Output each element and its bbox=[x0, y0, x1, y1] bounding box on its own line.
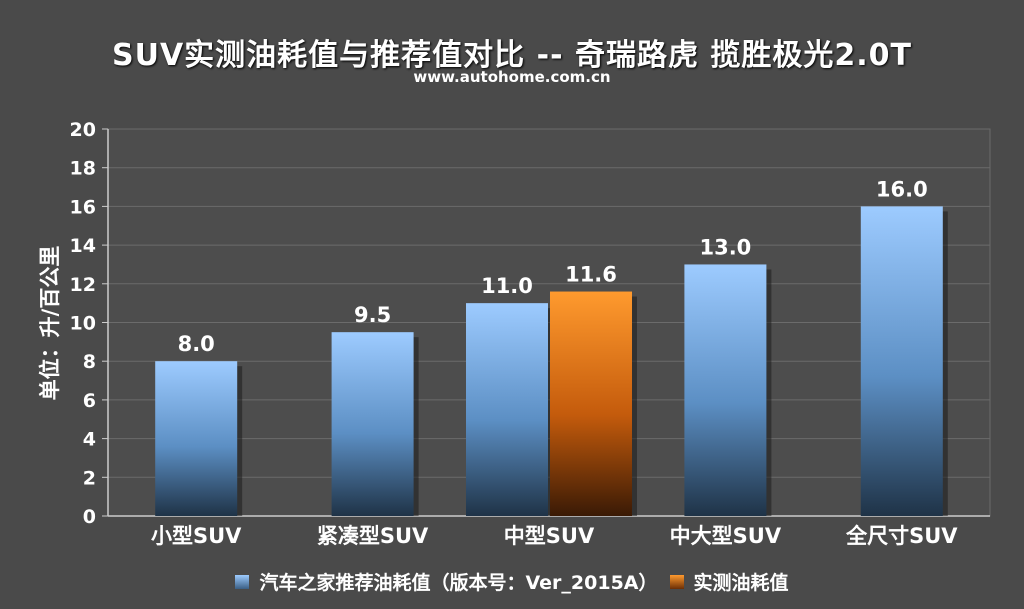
x-tick-label: 小型SUV bbox=[151, 524, 242, 548]
y-tick-label: 10 bbox=[70, 313, 96, 335]
y-tick-label: 14 bbox=[70, 235, 96, 257]
x-tick-label: 中大型SUV bbox=[670, 524, 782, 548]
chart-subtitle: www.autohome.com.cn bbox=[413, 68, 611, 86]
y-tick-label: 16 bbox=[70, 196, 96, 218]
bar-recommended bbox=[684, 264, 767, 516]
y-tick-label: 2 bbox=[83, 467, 96, 489]
x-tick-label: 中型SUV bbox=[504, 524, 595, 548]
y-tick-label: 6 bbox=[83, 390, 96, 412]
y-tick-label: 0 bbox=[83, 506, 96, 528]
bar-recommended bbox=[331, 332, 414, 516]
bar-recommended bbox=[860, 206, 943, 516]
data-label-recommended: 16.0 bbox=[876, 177, 928, 201]
chart-title: SUV实测油耗值与推荐值对比 -- 奇瑞路虎 揽胜极光2.0T bbox=[111, 38, 913, 73]
y-tick-label: 4 bbox=[83, 429, 96, 451]
x-tick-label: 紧凑型SUV bbox=[317, 524, 429, 548]
bar-recommended bbox=[155, 361, 238, 516]
legend: 汽车之家推荐油耗值（版本号：Ver_2015A） 实测油耗值 bbox=[0, 568, 1024, 595]
legend-swatch-measured bbox=[669, 574, 684, 589]
bar-measured bbox=[550, 291, 632, 516]
data-label-recommended: 8.0 bbox=[178, 332, 215, 356]
y-tick-label: 20 bbox=[70, 119, 96, 141]
bar-recommended bbox=[466, 303, 548, 516]
legend-swatch-recommended bbox=[235, 574, 250, 589]
y-tick-label: 12 bbox=[70, 274, 96, 296]
data-label-recommended: 11.0 bbox=[481, 274, 533, 298]
data-label-recommended: 13.0 bbox=[699, 235, 751, 259]
legend-item-recommended: 汽车之家推荐油耗值（版本号：Ver_2015A） bbox=[235, 568, 658, 595]
legend-label-recommended: 汽车之家推荐油耗值（版本号：Ver_2015A） bbox=[259, 572, 658, 594]
legend-label-measured: 实测油耗值 bbox=[693, 572, 789, 594]
y-tick-label: 18 bbox=[70, 158, 96, 180]
y-tick-label: 8 bbox=[83, 351, 96, 373]
x-tick-label: 全尺寸SUV bbox=[845, 524, 958, 548]
legend-item-measured: 实测油耗值 bbox=[669, 568, 789, 595]
data-label-measured: 11.6 bbox=[565, 263, 617, 287]
data-label-recommended: 9.5 bbox=[354, 303, 391, 327]
